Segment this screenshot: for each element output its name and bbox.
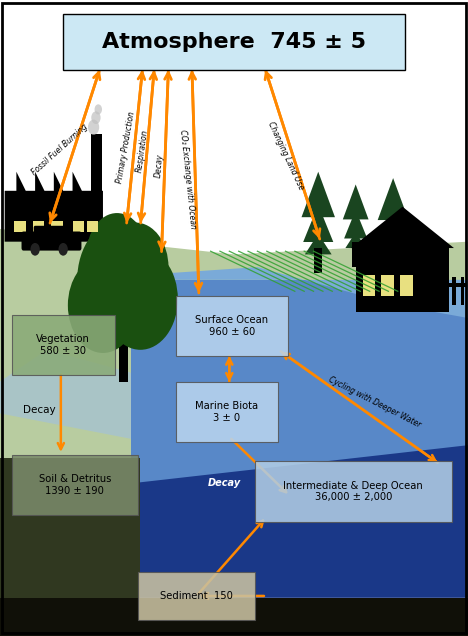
Text: Fossil Fuel Burning: Fossil Fuel Burning <box>30 122 89 177</box>
Polygon shape <box>5 172 103 242</box>
Bar <box>435 277 439 305</box>
FancyBboxPatch shape <box>255 461 452 522</box>
Bar <box>363 275 375 296</box>
Bar <box>461 277 464 305</box>
FancyBboxPatch shape <box>63 14 405 70</box>
Text: Vegetation
580 ± 30: Vegetation 580 ± 30 <box>36 335 90 356</box>
Circle shape <box>87 213 147 296</box>
Polygon shape <box>303 205 333 242</box>
Circle shape <box>103 223 168 312</box>
Bar <box>444 277 447 305</box>
Bar <box>400 275 413 296</box>
FancyBboxPatch shape <box>176 382 278 442</box>
Circle shape <box>88 120 99 135</box>
Text: Primary Production: Primary Production <box>116 111 137 184</box>
FancyBboxPatch shape <box>34 226 69 241</box>
Polygon shape <box>344 210 367 238</box>
Text: Surface Ocean
960 ± 60: Surface Ocean 960 ± 60 <box>195 315 268 336</box>
Polygon shape <box>131 280 468 528</box>
Circle shape <box>30 243 40 256</box>
Polygon shape <box>301 172 335 218</box>
Circle shape <box>58 243 68 256</box>
Bar <box>381 275 394 296</box>
Circle shape <box>91 111 101 124</box>
Bar <box>389 248 397 273</box>
Text: Marine Biota
3 ± 0: Marine Biota 3 ± 0 <box>196 401 258 422</box>
FancyBboxPatch shape <box>22 232 81 251</box>
Bar <box>452 277 456 305</box>
Circle shape <box>103 248 178 350</box>
Polygon shape <box>378 178 409 220</box>
Bar <box>0 0 468 242</box>
FancyBboxPatch shape <box>12 455 138 515</box>
Polygon shape <box>305 234 332 254</box>
Polygon shape <box>379 209 407 243</box>
Text: Cycling with Deeper Water: Cycling with Deeper Water <box>327 375 422 429</box>
Text: CO₂ Exchange with Ocean: CO₂ Exchange with Ocean <box>178 129 198 230</box>
Circle shape <box>68 258 138 353</box>
Text: Sediment  150: Sediment 150 <box>160 591 233 601</box>
Bar <box>87 221 98 232</box>
Text: Soil & Detritus
1390 ± 190: Soil & Detritus 1390 ± 190 <box>39 474 111 495</box>
Polygon shape <box>343 184 369 219</box>
Polygon shape <box>131 267 468 318</box>
Bar <box>73 221 84 232</box>
FancyBboxPatch shape <box>138 572 255 620</box>
Bar <box>91 134 102 191</box>
Bar <box>51 221 63 232</box>
FancyBboxPatch shape <box>176 296 288 356</box>
Bar <box>314 248 322 273</box>
Text: Decay: Decay <box>208 478 241 488</box>
Bar <box>14 221 26 232</box>
Polygon shape <box>345 232 366 248</box>
Circle shape <box>95 104 102 114</box>
Circle shape <box>77 219 166 340</box>
Bar <box>33 221 44 232</box>
Polygon shape <box>0 458 140 598</box>
Polygon shape <box>0 229 468 464</box>
Bar <box>435 283 466 287</box>
Text: Intermediate & Deep Ocean
36,000 ± 2,000: Intermediate & Deep Ocean 36,000 ± 2,000 <box>284 481 423 502</box>
Polygon shape <box>381 235 405 254</box>
Bar <box>119 305 128 382</box>
Polygon shape <box>0 350 234 445</box>
Bar <box>356 248 449 312</box>
Text: Changing Land Use: Changing Land Use <box>266 120 305 191</box>
Text: Respiration: Respiration <box>135 129 150 174</box>
Text: Atmosphere  745 ± 5: Atmosphere 745 ± 5 <box>102 32 366 52</box>
Bar <box>0 598 468 636</box>
Polygon shape <box>351 207 454 248</box>
Bar <box>352 242 359 267</box>
FancyBboxPatch shape <box>12 315 115 375</box>
Text: Decay: Decay <box>154 153 165 177</box>
Text: Decay: Decay <box>23 405 56 415</box>
Polygon shape <box>131 445 468 598</box>
